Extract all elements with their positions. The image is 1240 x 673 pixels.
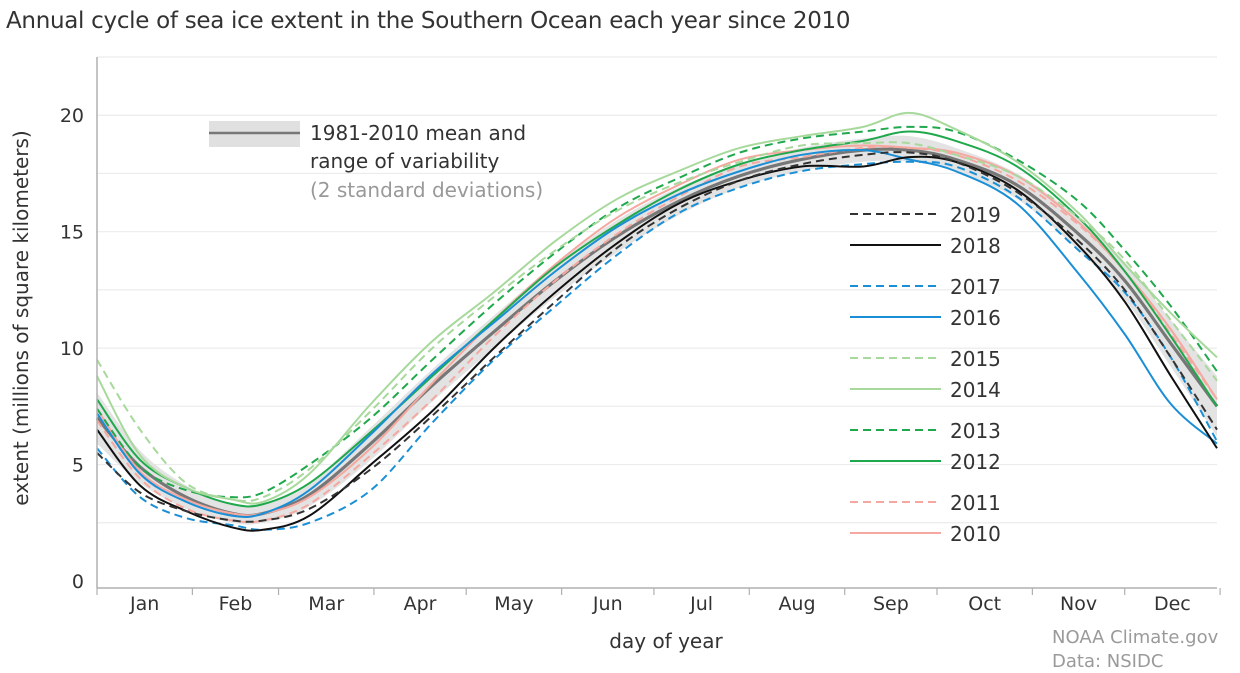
legend-label-2018: 2018 (950, 234, 1001, 258)
series-line-2015 (96, 141, 1218, 503)
x-tick-label: Aug (778, 593, 815, 615)
legend-label-2013: 2013 (950, 419, 1001, 443)
legend-item-2019: 2019 (850, 203, 1001, 227)
axes-layer: 0 5 10 15 20 Jan Feb Mar Apr May Jun Jul Aug Sep Oct No… (60, 57, 1221, 615)
legend-label-2010: 2010 (950, 522, 1001, 546)
legend-label-2014: 2014 (950, 378, 1001, 402)
legend-label-2016: 2016 (950, 306, 1001, 330)
y-tick-label: 10 (60, 338, 84, 360)
grid-layer (97, 56, 1217, 524)
x-tick-label: Oct (968, 593, 1001, 615)
legend-item-2016: 2016 (850, 306, 1001, 330)
legend-mean-label-3: (2 standard deviations) (310, 178, 543, 202)
legend-label-2015: 2015 (950, 347, 1001, 371)
series-line-2012 (96, 130, 1218, 508)
legend-item-2013: 2013 (850, 419, 1001, 443)
series-line-2018 (96, 155, 1218, 532)
x-tick-label: Mar (308, 593, 344, 615)
series-line-2019 (96, 151, 1218, 523)
y-tick-label: 5 (72, 455, 84, 477)
legend-item-2015: 2015 (850, 347, 1001, 371)
legend-mean: 1981-2010 mean and range of variability … (209, 121, 543, 202)
x-tick-label: Jul (689, 593, 713, 615)
series-line-2014 (96, 111, 1218, 505)
series-line-2017 (96, 160, 1218, 531)
legend-label-2017: 2017 (950, 275, 1001, 299)
chart-title: Annual cycle of sea ice extent in the So… (6, 8, 851, 34)
legend-item-2018: 2018 (850, 234, 1001, 258)
series-line-2016 (96, 148, 1218, 519)
legend-years: 2019 2018 2017 2016 2015 2014 2013 2012 2011 2010 (850, 203, 1001, 546)
legend-item-2010: 2010 (850, 522, 1001, 546)
legend-item-2017: 2017 (850, 275, 1001, 299)
legend-label-2019: 2019 (950, 203, 1001, 227)
x-tick-label: Dec (1154, 593, 1191, 615)
x-tick-label: May (494, 593, 533, 615)
series-layer (96, 111, 1218, 532)
x-tick-label: Jun (592, 593, 623, 615)
y-tick-label: 0 (72, 571, 84, 593)
variability-band (97, 135, 1217, 525)
legend-mean-label-1: 1981-2010 mean and (310, 121, 526, 145)
variability-band-layer (95, 135, 1219, 525)
credit-data: Data: NSIDC (1052, 651, 1163, 672)
legend-item-2011: 2011 (850, 491, 1001, 515)
y-tick-label: 15 (60, 222, 84, 244)
x-axis-label: day of year (609, 629, 723, 653)
x-tick-label: Sep (873, 593, 909, 615)
x-tick-label: Apr (404, 593, 437, 615)
credit-source: NOAA Climate.gov (1052, 627, 1219, 648)
x-tick-label: Jan (129, 593, 159, 615)
y-axis-label: extent (millions of square kilometers) (9, 130, 33, 505)
legend-label-2011: 2011 (950, 491, 1001, 515)
x-tick-label: Nov (1060, 593, 1097, 615)
legend-mean-label-2: range of variability (310, 149, 499, 173)
legend-item-2014: 2014 (850, 378, 1001, 402)
legend-item-2012: 2012 (850, 450, 1001, 474)
x-tick-label: Feb (219, 593, 253, 615)
y-tick-label: 20 (60, 105, 84, 127)
legend-label-2012: 2012 (950, 450, 1001, 474)
series-line-2013 (96, 125, 1218, 499)
